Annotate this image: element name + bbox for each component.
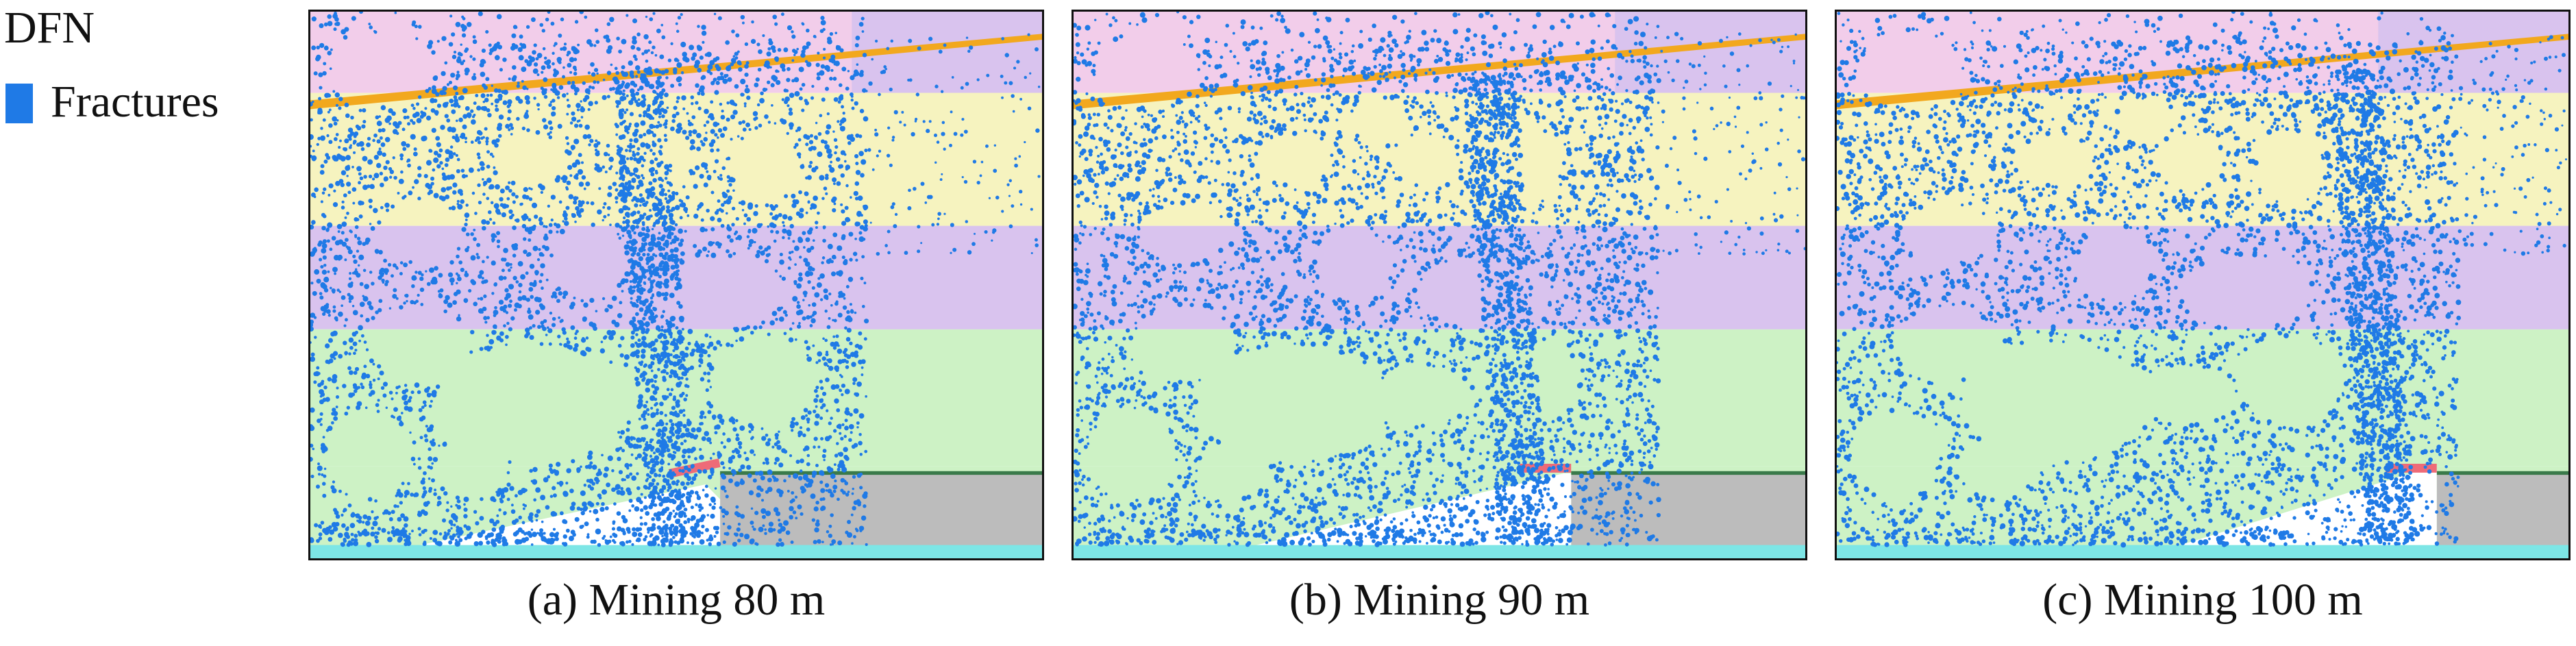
fracture-network <box>310 12 1041 547</box>
legend-label-fractures: Fractures <box>51 77 219 127</box>
coal-seam <box>1074 34 1805 110</box>
base-layer <box>1837 545 2568 558</box>
fracture-network <box>1837 12 2567 548</box>
fracture-swatch-icon <box>5 84 33 123</box>
caption-c: (c) Mining 100 m <box>2042 575 2363 625</box>
dfn-model-c <box>1837 12 2568 558</box>
caption-b: (b) Mining 90 m <box>1289 575 1590 625</box>
floor-block <box>720 473 1042 547</box>
base-layer <box>310 545 1042 558</box>
strata-layers <box>1074 12 1805 558</box>
panel-mining-80 <box>308 10 1044 560</box>
caption-a: (a) Mining 80 m <box>527 575 826 625</box>
dfn-model-b <box>1074 12 1805 558</box>
legend: DFN Fractures <box>0 0 301 151</box>
fracture-network <box>1074 12 1805 547</box>
dfn-model-a <box>310 12 1042 558</box>
base-layer <box>1074 545 1805 558</box>
goaf-void <box>1256 473 1572 545</box>
floor-block <box>2436 473 2568 547</box>
support-bar <box>668 458 721 478</box>
strata-layers <box>310 12 1042 558</box>
panel-mining-90 <box>1072 10 1807 560</box>
floor-block <box>1571 473 1805 547</box>
legend-title: DFN <box>4 3 95 53</box>
panel-mining-100 <box>1835 10 2571 560</box>
